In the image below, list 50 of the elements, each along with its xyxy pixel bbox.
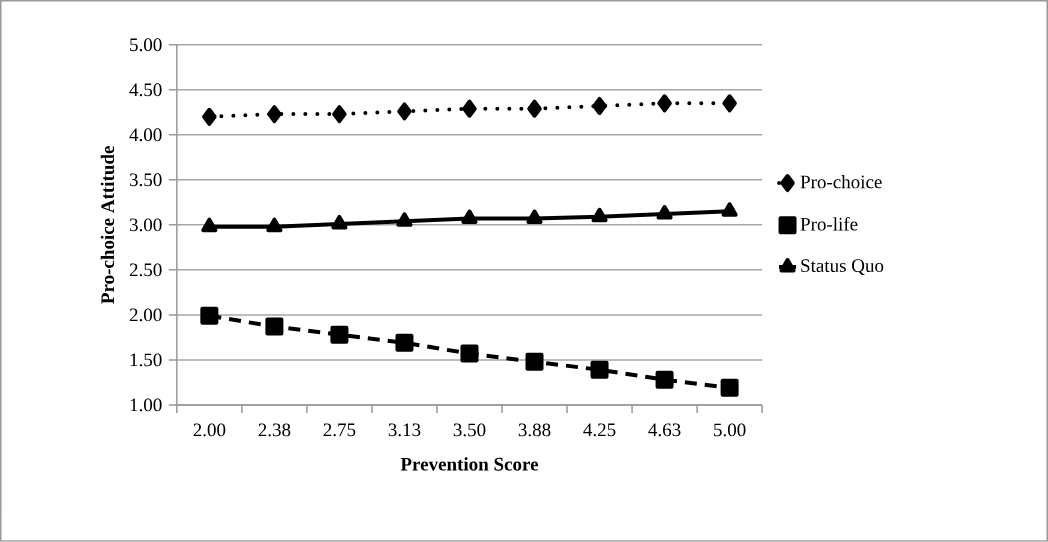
point	[330, 325, 349, 344]
point	[201, 217, 218, 233]
point	[526, 209, 543, 225]
point	[397, 102, 412, 121]
y-tick-label: 2.00	[129, 308, 162, 322]
x-tick-label: 3.13	[388, 423, 421, 437]
point	[591, 207, 608, 223]
x-tick-label: 5.00	[714, 423, 746, 437]
point	[527, 99, 542, 118]
x-tick-label: 3.50	[453, 423, 486, 437]
point	[722, 94, 737, 113]
point	[656, 205, 673, 220]
point	[395, 333, 414, 352]
y-tick-label: 3.50	[129, 173, 162, 187]
x-tick-label: 4.63	[648, 423, 681, 437]
point	[590, 360, 609, 379]
legend-label: Pro-life	[800, 217, 858, 231]
point	[266, 217, 283, 233]
y-tick-label: 3.00	[129, 218, 162, 232]
x-tick-label: 2.00	[193, 423, 226, 437]
x-tick-label: 4.25	[583, 423, 616, 437]
y-tick-label: 4.50	[129, 83, 162, 97]
legend-label: Pro-choice	[800, 175, 882, 189]
y-tick-label: 1.00	[130, 398, 162, 412]
point	[462, 99, 477, 118]
x-axis-title: Prevention Score	[400, 457, 539, 471]
point	[460, 344, 479, 363]
x-tick-label: 2.75	[323, 423, 356, 437]
point	[525, 352, 544, 371]
point	[461, 209, 478, 225]
point	[331, 215, 348, 230]
point	[332, 105, 347, 124]
point	[657, 94, 672, 113]
point	[200, 306, 219, 325]
point	[720, 378, 739, 397]
legend-label: Status Quo	[801, 259, 884, 276]
x-tick-label: 3.88	[518, 423, 551, 437]
point	[655, 370, 674, 389]
x-tick-label: 2.38	[258, 423, 291, 437]
point	[202, 107, 217, 126]
point	[267, 105, 282, 124]
y-tick-label: 4.00	[129, 128, 162, 142]
y-tick-label: 1.50	[130, 353, 162, 367]
point	[265, 317, 284, 336]
y-axis-title: Pro-choice Attitude	[100, 146, 115, 304]
point	[396, 212, 413, 227]
y-tick-label: 2.50	[129, 263, 162, 277]
point	[721, 202, 738, 217]
y-tick-label: 5.00	[130, 38, 162, 52]
point	[592, 97, 607, 116]
